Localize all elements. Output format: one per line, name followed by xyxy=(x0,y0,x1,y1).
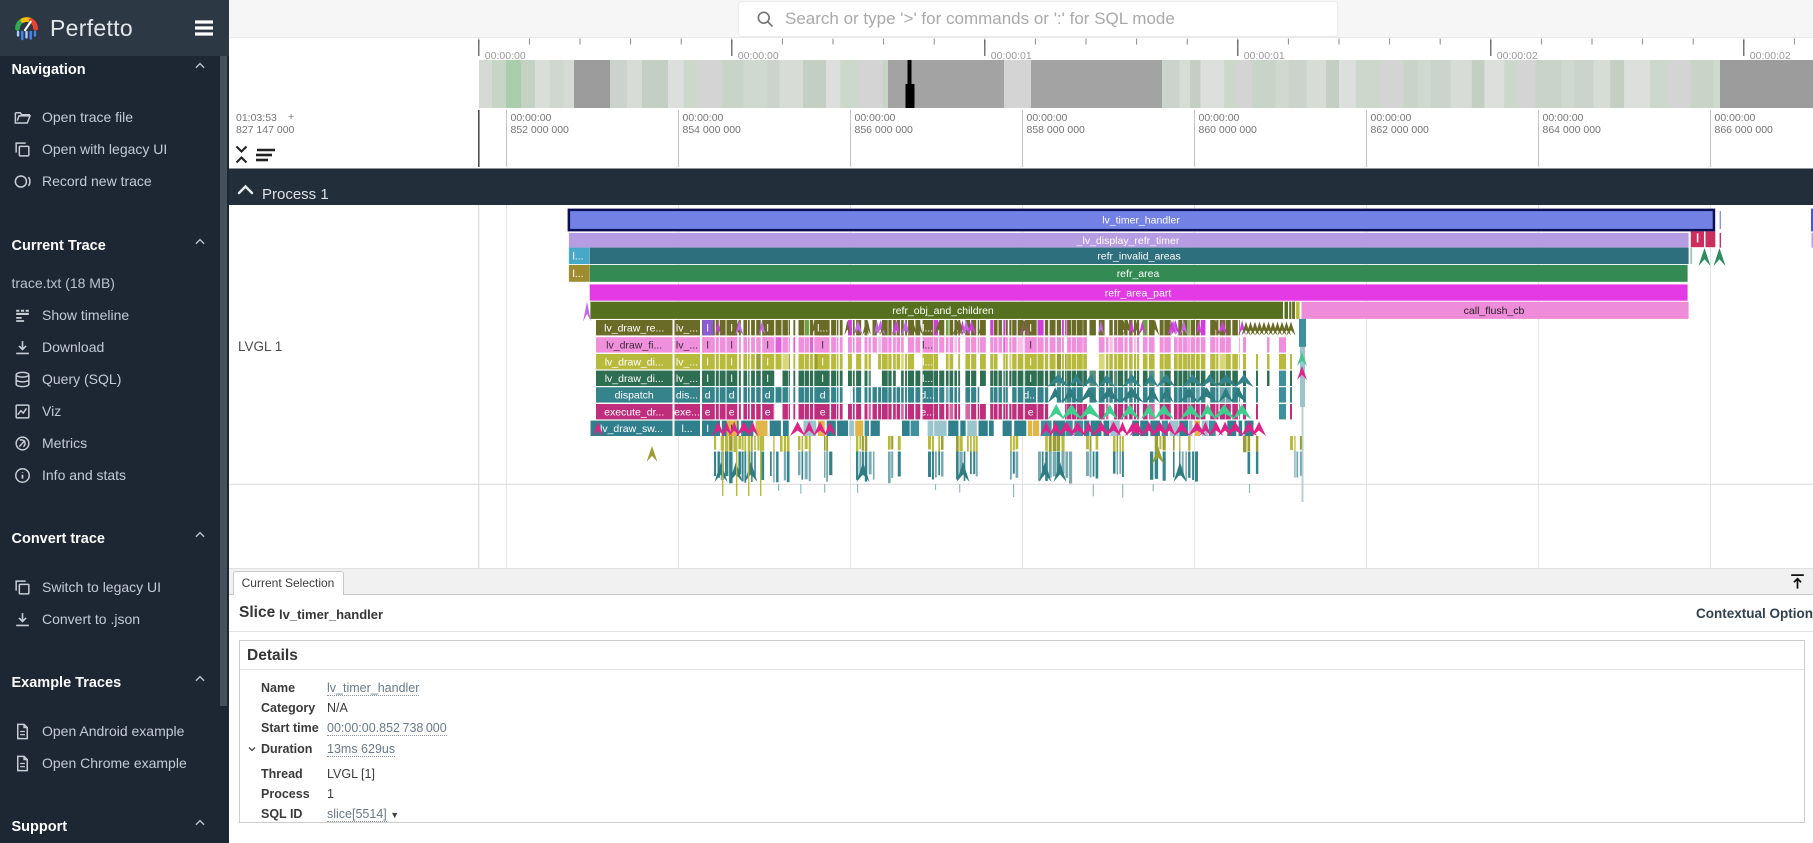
svg-text:execute_dr...: execute_dr... xyxy=(604,407,664,419)
svg-text:l: l xyxy=(707,373,709,385)
svg-text:00:00:00: 00:00:00 xyxy=(1027,112,1068,124)
svg-text:l...: l... xyxy=(681,423,692,435)
svg-text:call_flush_cb: call_flush_cb xyxy=(1464,305,1525,317)
svg-text:d: d xyxy=(729,390,735,402)
svg-text:l: l xyxy=(822,373,824,385)
svg-text:862 000 000: 862 000 000 xyxy=(1371,124,1430,136)
svg-text:dis...: dis... xyxy=(676,390,698,402)
svg-text:l: l xyxy=(731,323,733,335)
svg-text:00:00:00: 00:00:00 xyxy=(1371,112,1412,124)
svg-text:d...: d... xyxy=(920,390,935,402)
svg-text:00:00:00: 00:00:00 xyxy=(738,50,779,62)
svg-text:860 000 000: 860 000 000 xyxy=(1199,124,1258,136)
svg-text:00:00:02: 00:00:02 xyxy=(1750,50,1791,62)
svg-text:d: d xyxy=(765,390,771,402)
svg-text:lv_draw_re...: lv_draw_re... xyxy=(604,323,664,335)
svg-text:refr_area_part: refr_area_part xyxy=(1105,287,1172,299)
svg-text:00:00:00: 00:00:00 xyxy=(855,112,896,124)
svg-text:00:00:00: 00:00:00 xyxy=(511,112,552,124)
svg-text:refr_obj_and_children: refr_obj_and_children xyxy=(892,305,994,317)
svg-text:l...: l... xyxy=(922,323,933,335)
svg-text:l: l xyxy=(731,357,733,369)
svg-text:refr_area: refr_area xyxy=(1117,268,1160,280)
svg-text:l: l xyxy=(767,373,769,385)
svg-text:d...: d... xyxy=(1023,390,1038,402)
svg-text:lv_...: lv_... xyxy=(676,357,698,369)
svg-text:l...: l... xyxy=(572,268,583,280)
svg-text:exe...: exe... xyxy=(674,407,700,419)
svg-text:l: l xyxy=(767,357,769,369)
svg-text:858 000 000: 858 000 000 xyxy=(1027,124,1086,136)
svg-text:lv_draw_fi...: lv_draw_fi... xyxy=(606,340,662,352)
svg-text:LVGL 1: LVGL 1 xyxy=(238,339,282,354)
svg-text:e: e xyxy=(729,407,735,419)
svg-text:l: l xyxy=(1030,323,1032,335)
svg-text:lv_draw_sw...: lv_draw_sw... xyxy=(600,423,663,435)
svg-text:lv_...: lv_... xyxy=(676,340,698,352)
svg-text:866 000 000: 866 000 000 xyxy=(1715,124,1774,136)
svg-text:l: l xyxy=(1030,357,1032,369)
svg-text:l: l xyxy=(707,423,709,435)
svg-text:e: e xyxy=(705,407,711,419)
svg-text:Process 1: Process 1 xyxy=(262,186,329,203)
svg-text:l...: l... xyxy=(572,251,583,263)
svg-text:l: l xyxy=(767,340,769,352)
svg-text:l: l xyxy=(707,323,709,335)
svg-text:00:00:01: 00:00:01 xyxy=(1244,50,1285,62)
svg-text:01:03:53: 01:03:53 xyxy=(236,112,277,124)
svg-text:00:00:00: 00:00:00 xyxy=(485,50,526,62)
svg-text:00:00:00: 00:00:00 xyxy=(1199,112,1240,124)
svg-text:lv_draw_di...: lv_draw_di... xyxy=(605,373,664,385)
svg-text:00:00:00: 00:00:00 xyxy=(1715,112,1756,124)
svg-text:00:00:01: 00:00:01 xyxy=(991,50,1032,62)
svg-text:+: + xyxy=(288,111,294,123)
svg-text:lv_...: lv_... xyxy=(676,323,698,335)
svg-text:lv_timer_handler: lv_timer_handler xyxy=(1102,215,1180,227)
svg-text:l: l xyxy=(707,357,709,369)
svg-text:l: l xyxy=(767,323,769,335)
svg-text:l: l xyxy=(731,373,733,385)
svg-text:l: l xyxy=(1030,373,1032,385)
svg-text:827 147 000: 827 147 000 xyxy=(236,124,295,136)
svg-text:856 000 000: 856 000 000 xyxy=(855,124,914,136)
svg-text:dispatch: dispatch xyxy=(615,390,654,402)
svg-text:00:00:00: 00:00:00 xyxy=(1543,112,1584,124)
svg-text:l: l xyxy=(822,357,824,369)
svg-text:e: e xyxy=(765,407,771,419)
svg-text:lv_...: lv_... xyxy=(676,373,698,385)
svg-text:d: d xyxy=(820,390,826,402)
svg-text:l...: l... xyxy=(922,340,933,352)
svg-text:854 000 000: 854 000 000 xyxy=(683,124,742,136)
svg-text:l: l xyxy=(1030,340,1032,352)
svg-text:refr_invalid_areas: refr_invalid_areas xyxy=(1097,251,1180,263)
svg-text:00:00:00: 00:00:00 xyxy=(683,112,724,124)
svg-text:lv_draw_di...: lv_draw_di... xyxy=(605,357,664,369)
svg-text:l: l xyxy=(707,340,709,352)
svg-text:l: l xyxy=(731,340,733,352)
svg-text:l...: l... xyxy=(817,323,828,335)
svg-text:e...: e... xyxy=(920,407,935,419)
svg-text:00:00:02: 00:00:02 xyxy=(1497,50,1538,62)
svg-text:e: e xyxy=(820,407,826,419)
svg-text:852 000 000: 852 000 000 xyxy=(511,124,570,136)
svg-text:e: e xyxy=(1028,407,1034,419)
svg-text:864 000 000: 864 000 000 xyxy=(1543,124,1602,136)
svg-text:l...: l... xyxy=(922,357,933,369)
svg-text:_lv_display_refr_timer: _lv_display_refr_timer xyxy=(1076,235,1180,247)
svg-text:l...: l... xyxy=(922,373,933,385)
svg-text:d: d xyxy=(705,390,711,402)
svg-text:l: l xyxy=(822,340,824,352)
